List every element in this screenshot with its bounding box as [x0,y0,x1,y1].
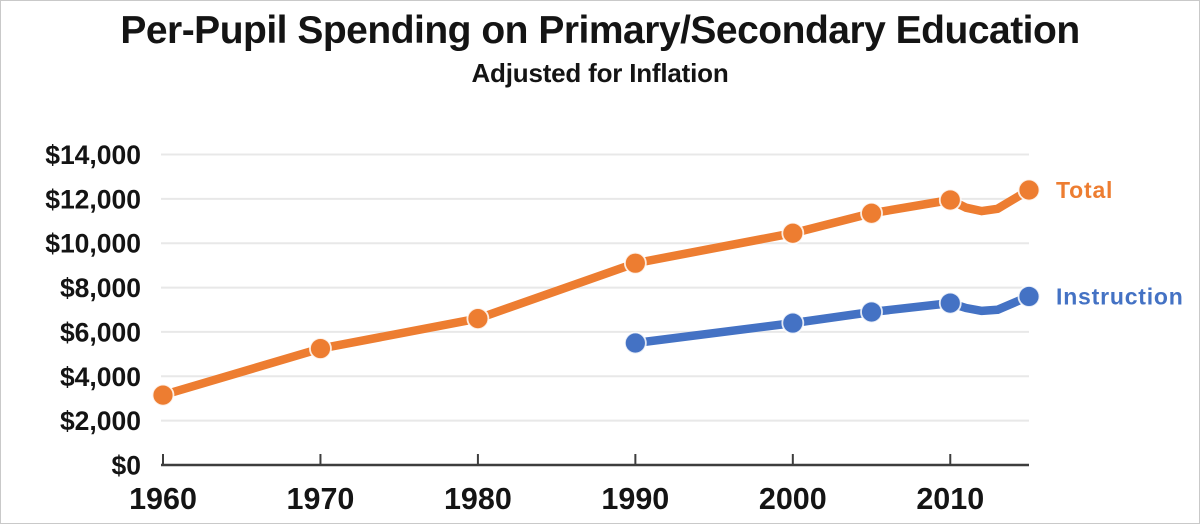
y-tick-label-2000: $2,000 [60,406,141,436]
y-tick-label-14000: $14,000 [45,140,141,170]
x-tick-label-2000: 2000 [759,482,827,516]
y-tick-label-10000: $10,000 [45,229,141,259]
x-tick-label-2010: 2010 [916,482,984,516]
y-tick-label-4000: $4,000 [60,362,141,392]
legend-label-instruction: Instruction [1056,283,1184,309]
instruction-line [631,292,1034,348]
instruction-marker-2010 [938,291,962,315]
total-line [158,185,1034,400]
y-tick-label-8000: $8,000 [60,273,141,303]
instruction-marker-2015 [1017,285,1041,308]
total-marker-2005 [860,201,883,225]
total-marker-1990 [623,251,647,275]
instruction-marker-1990 [623,331,647,355]
chart-title: Per-Pupil Spending on Primary/Secondary … [120,9,1080,52]
x-tick-label-1980: 1980 [444,482,512,516]
y-tick-label-12000: $12,000 [45,184,141,214]
instruction-marker-2005 [860,300,883,324]
total-marker-1970 [309,337,332,360]
total-marker-2015 [1017,178,1041,202]
x-tick-label-1970: 1970 [287,482,355,516]
legend-label-total: Total [1056,177,1113,203]
chart-subtitle: Adjusted for Inflation [471,58,729,88]
total-marker-1960 [151,383,175,407]
x-tick-label-1960: 1960 [129,482,197,516]
total-marker-2000 [781,221,805,245]
y-tick-label-0: $0 [112,451,141,481]
x-tick-label-1990: 1990 [601,482,669,516]
total-marker-1980 [466,307,490,331]
y-tick-label-6000: $6,000 [60,317,141,347]
instruction-marker-2000 [781,311,805,335]
total-marker-2010 [938,188,962,212]
